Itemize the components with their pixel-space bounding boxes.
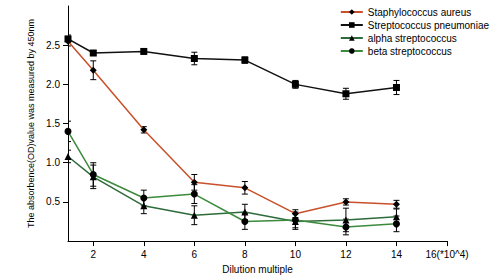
svg-text:Streptococcus pneumoniae: Streptococcus pneumoniae [368, 20, 490, 31]
svg-text:12: 12 [340, 249, 352, 260]
svg-text:0.5: 0.5 [46, 196, 60, 207]
svg-text:beta streptococcus: beta streptococcus [368, 46, 452, 57]
svg-text:4: 4 [141, 249, 147, 260]
svg-text:2.0: 2.0 [46, 79, 60, 90]
svg-text:16(*10^4): 16(*10^4) [425, 249, 468, 260]
svg-text:2.5: 2.5 [46, 40, 60, 51]
svg-text:14: 14 [391, 249, 403, 260]
svg-text:The absorbence(OD)value was me: The absorbence(OD)value was measured by … [26, 19, 36, 228]
svg-text:8: 8 [242, 249, 248, 260]
svg-text:1.0: 1.0 [46, 157, 60, 168]
svg-text:Staphylococcus aureus: Staphylococcus aureus [368, 7, 471, 18]
svg-text:6: 6 [192, 249, 198, 260]
svg-text:Dilution multiple: Dilution multiple [222, 264, 293, 275]
svg-text:1.5: 1.5 [46, 118, 60, 129]
svg-text:alpha streptococcus: alpha streptococcus [368, 33, 457, 44]
svg-text:2: 2 [90, 249, 96, 260]
svg-text:10: 10 [290, 249, 302, 260]
